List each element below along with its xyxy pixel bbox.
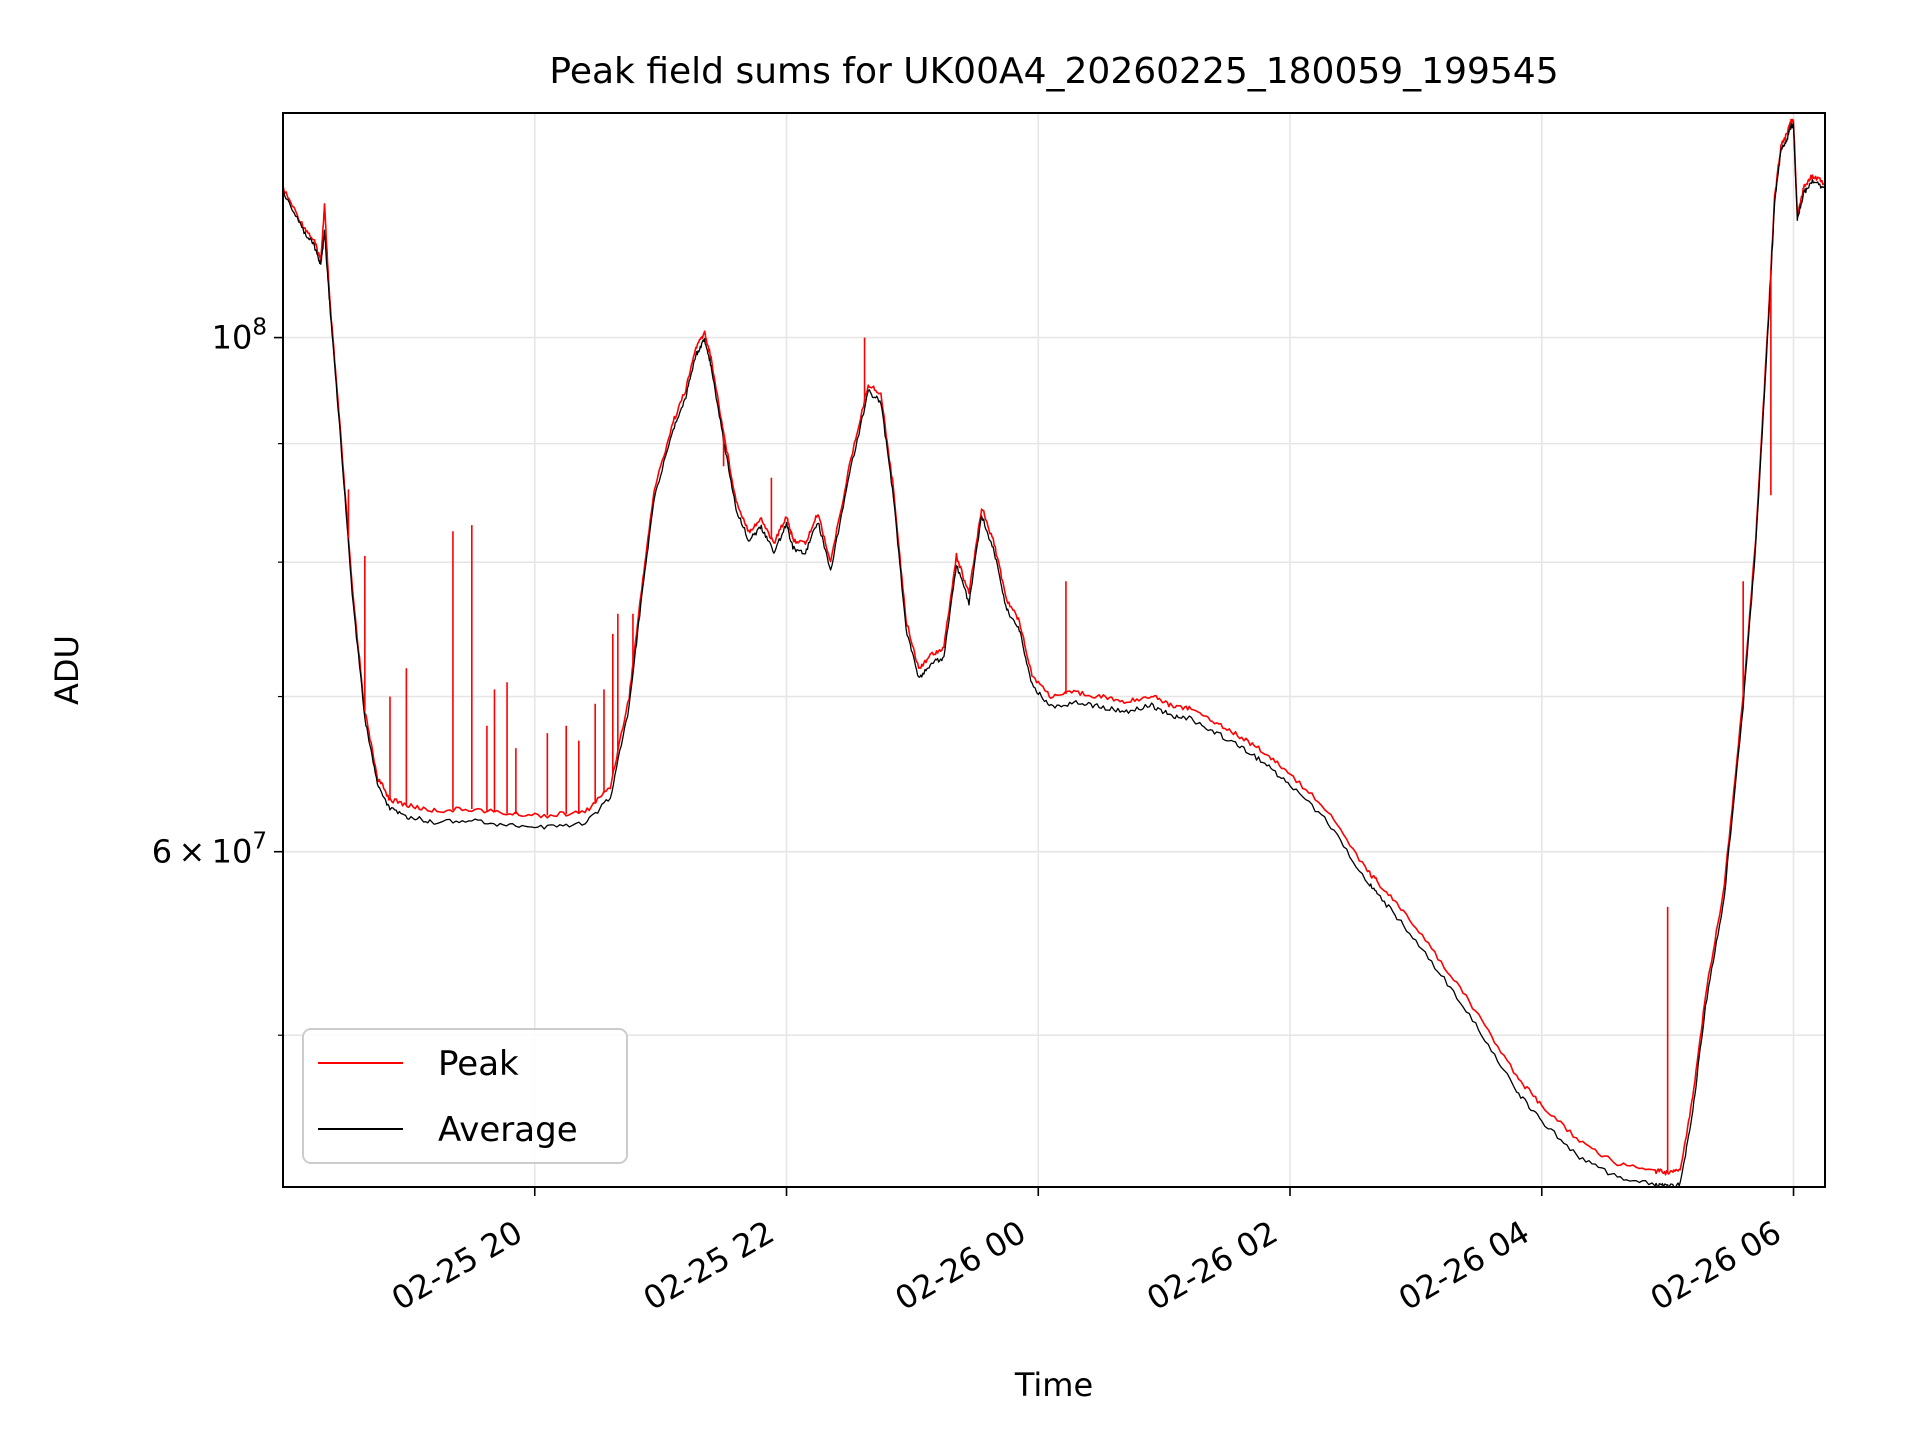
y-axis-label: ADU [48,635,86,705]
chart-title: Peak field sums for UK00A4_20260225_1800… [549,51,1558,92]
spike-layer [347,269,1772,1174]
legend: Peak Average [302,1028,628,1164]
legend-label-peak: Peak [438,1044,519,1084]
series-layer [283,118,1825,1187]
series-line-average [283,122,1825,1187]
y-tick-label: 6 × 107 [152,829,267,871]
series-line-peak [283,118,1825,1176]
legend-label-average: Average [438,1110,578,1150]
x-axis-label: Time [1014,1366,1093,1404]
plot-frame [282,112,1826,1188]
y-tick-label: 108 [212,315,267,357]
y-axis: 108 6 × 107 [152,315,283,1036]
